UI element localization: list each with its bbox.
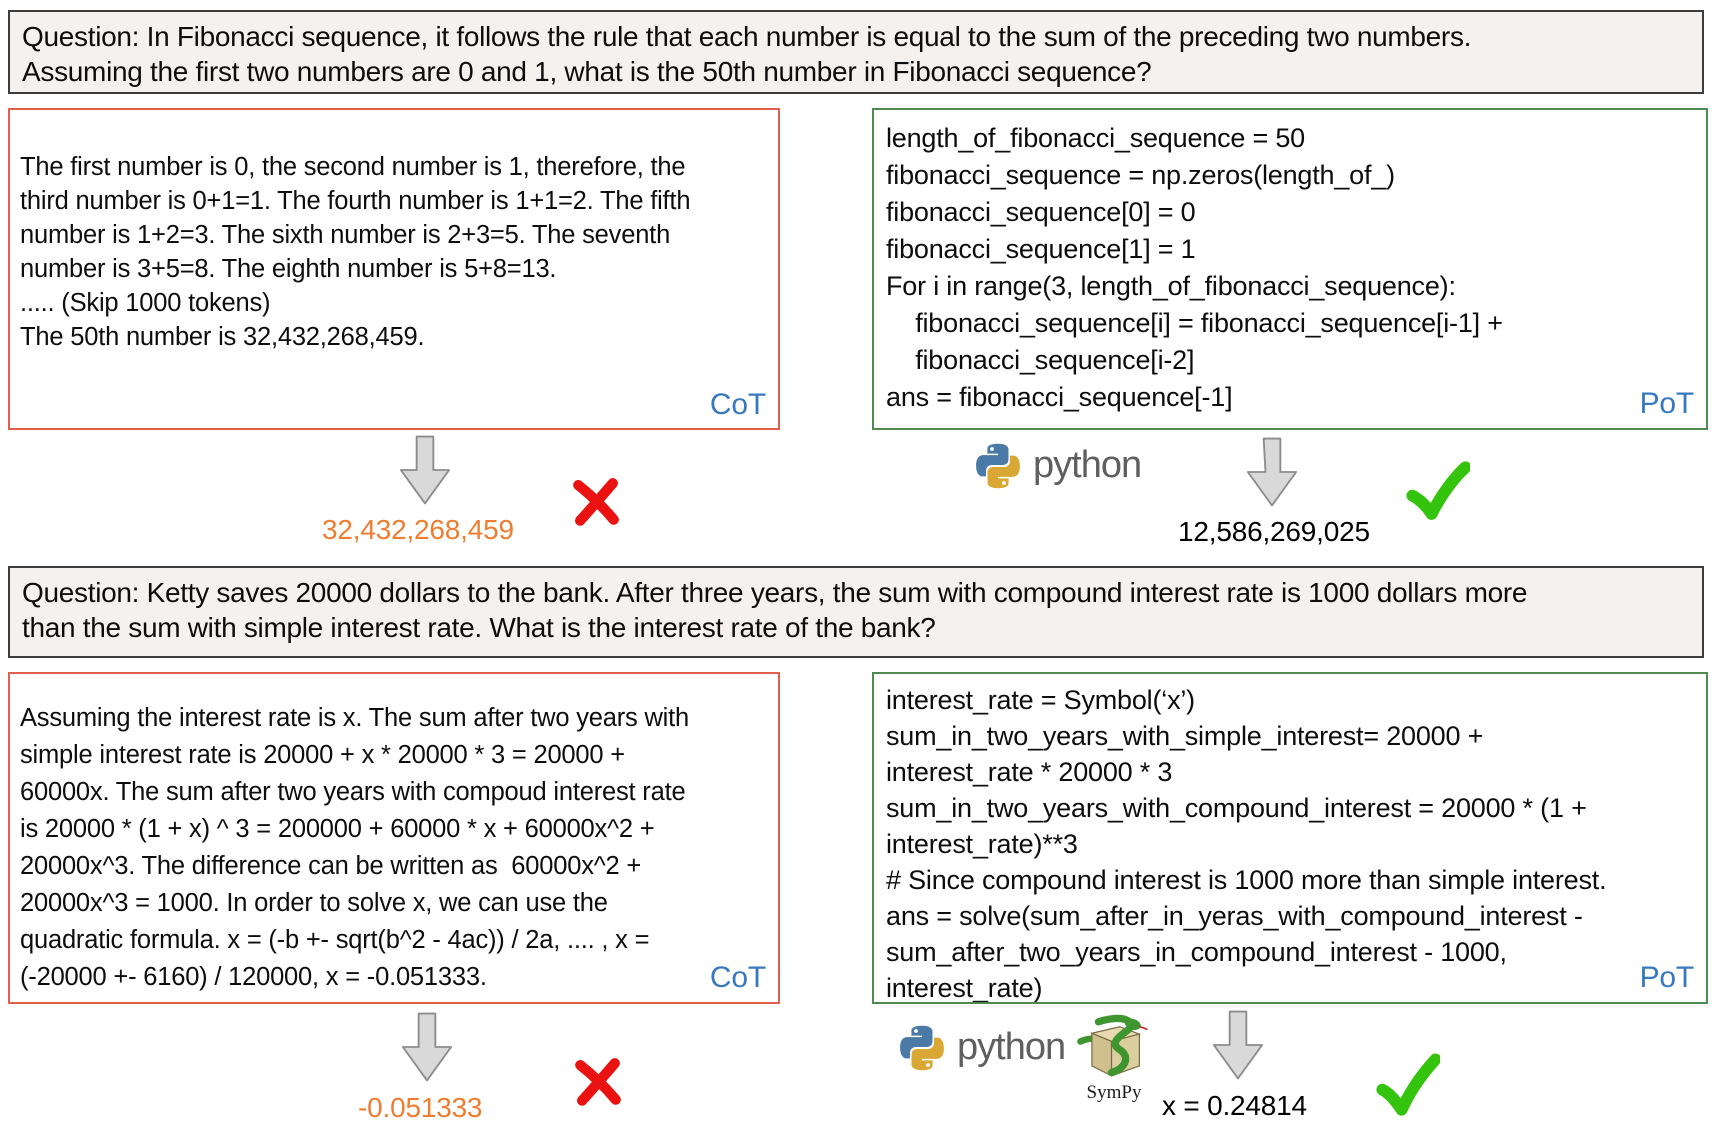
cot-answer-1: 32,432,268,459 — [322, 514, 514, 545]
pot-label: PoT — [1639, 387, 1695, 420]
arrow-down-icon — [399, 435, 451, 505]
sympy-logo: SymPy — [1066, 1012, 1162, 1104]
arrow-down-icon — [1212, 1010, 1264, 1080]
cot-reasoning-text: Assuming the interest rate is x. The sum… — [20, 704, 690, 991]
question-box-fibonacci: Question: In Fibonacci sequence, it foll… — [8, 10, 1704, 94]
pot-code-text: length_of_fibonacci_sequence = 50 fibonac… — [886, 123, 1503, 412]
python-logo: python — [896, 1022, 1066, 1074]
cot-answer-2: -0.051333 — [358, 1092, 483, 1123]
question-box-interest: Question: Ketty saves 20000 dollars to t… — [8, 566, 1704, 658]
cot-label: CoT — [709, 961, 766, 994]
python-logo: python — [972, 440, 1142, 492]
cross-icon — [573, 478, 619, 526]
pot-label: PoT — [1639, 961, 1695, 994]
cot-label: CoT — [709, 388, 766, 421]
pot-panel-fibonacci: length_of_fibonacci_sequence = 50 fibonac… — [872, 108, 1708, 430]
python-wordmark: python — [957, 1025, 1066, 1068]
cot-panel-fibonacci: The first number is 0, the second number… — [8, 108, 780, 430]
pot-answer-2: x = 0.24814 — [1162, 1090, 1307, 1121]
python-icon — [900, 1025, 944, 1071]
arrow-down-icon — [1246, 437, 1298, 507]
python-wordmark: python — [1033, 443, 1142, 486]
cross-icon — [575, 1058, 621, 1106]
cot-reasoning-text: The first number is 0, the second number… — [20, 153, 691, 351]
check-icon — [1406, 461, 1470, 520]
arrow-down-icon — [401, 1012, 453, 1082]
cot-panel-interest: Assuming the interest rate is x. The sum… — [8, 672, 780, 1004]
sympy-wordmark: SymPy — [1086, 1082, 1142, 1103]
pot-panel-interest: interest_rate = Symbol(‘x’) sum_in_two_ye… — [872, 672, 1708, 1004]
pot-answer-1: 12,586,269,025 — [1178, 516, 1370, 547]
sympy-icon — [1077, 1014, 1148, 1077]
pot-code-text: interest_rate = Symbol(‘x’) sum_in_two_ye… — [886, 685, 1607, 1003]
check-icon — [1376, 1053, 1440, 1116]
python-icon — [976, 443, 1020, 489]
